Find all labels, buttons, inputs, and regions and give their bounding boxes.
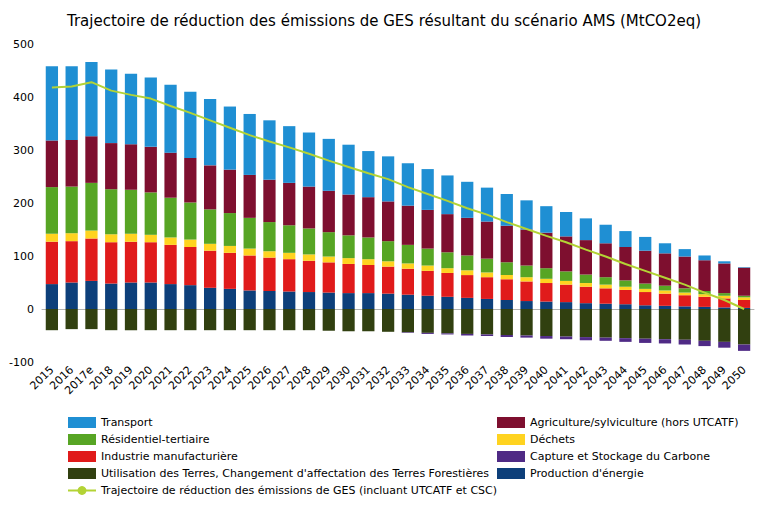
svg-text:2020: 2020 xyxy=(126,363,156,393)
svg-text:2050: 2050 xyxy=(720,363,749,392)
svg-text:2035: 2035 xyxy=(423,363,452,393)
svg-text:2041: 2041 xyxy=(541,363,571,393)
svg-text:Utilisation des Terres, Change: Utilisation des Terres, Changement d'aff… xyxy=(101,467,489,480)
svg-text:2047: 2047 xyxy=(660,363,690,393)
svg-text:Production d'énergie: Production d'énergie xyxy=(530,467,644,480)
svg-text:2024: 2024 xyxy=(205,363,235,393)
svg-text:2021: 2021 xyxy=(146,363,176,393)
svg-text:Transport: Transport xyxy=(100,416,153,429)
svg-text:2025: 2025 xyxy=(225,363,255,393)
svg-text:Trajectoire de réduction des é: Trajectoire de réduction des émissions d… xyxy=(66,12,701,30)
svg-text:2043: 2043 xyxy=(581,363,611,393)
svg-text:2045: 2045 xyxy=(620,363,650,393)
svg-text:2029: 2029 xyxy=(304,363,334,393)
svg-text:Déchets: Déchets xyxy=(530,433,575,446)
svg-text:0: 0 xyxy=(27,303,34,316)
svg-text:200: 200 xyxy=(13,197,34,210)
svg-text:400: 400 xyxy=(13,91,34,104)
svg-text:2032: 2032 xyxy=(363,363,393,393)
svg-text:2046: 2046 xyxy=(640,363,670,393)
svg-text:Agriculture/sylviculture (hors: Agriculture/sylviculture (hors UTCATF) xyxy=(530,416,739,429)
svg-text:Capture et Stockage du Carbone: Capture et Stockage du Carbone xyxy=(530,450,710,463)
svg-text:2017e: 2017e xyxy=(62,363,96,398)
svg-text:2015: 2015 xyxy=(27,363,57,393)
svg-text:2040: 2040 xyxy=(522,363,551,393)
svg-text:2028: 2028 xyxy=(284,363,314,393)
svg-text:2048: 2048 xyxy=(680,363,710,393)
svg-text:2037: 2037 xyxy=(462,363,492,393)
svg-text:500: 500 xyxy=(13,38,34,51)
svg-text:2038: 2038 xyxy=(482,363,512,393)
svg-text:2026: 2026 xyxy=(245,363,274,393)
svg-text:2049: 2049 xyxy=(700,363,729,393)
svg-text:2031: 2031 xyxy=(344,363,373,393)
svg-text:2022: 2022 xyxy=(166,363,195,393)
svg-text:300: 300 xyxy=(13,144,34,157)
svg-text:2044: 2044 xyxy=(601,363,630,393)
svg-text:2042: 2042 xyxy=(561,363,591,393)
svg-text:2018: 2018 xyxy=(86,363,116,393)
svg-text:2033: 2033 xyxy=(383,363,413,393)
svg-text:-100: -100 xyxy=(9,356,34,369)
svg-text:2034: 2034 xyxy=(403,363,433,393)
svg-text:Résidentiel-tertiaire: Résidentiel-tertiaire xyxy=(101,433,210,446)
svg-text:2039: 2039 xyxy=(502,363,532,393)
svg-text:2016: 2016 xyxy=(47,363,77,393)
svg-text:2019: 2019 xyxy=(106,363,136,393)
svg-text:2030: 2030 xyxy=(324,363,354,393)
svg-text:2023: 2023 xyxy=(185,363,215,393)
svg-text:100: 100 xyxy=(13,250,34,263)
svg-text:2036: 2036 xyxy=(442,363,472,393)
svg-text:2027: 2027 xyxy=(264,363,294,393)
svg-text:Trajectoire de réduction des é: Trajectoire de réduction des émissions d… xyxy=(100,484,497,497)
svg-text:Industrie manufacturière: Industrie manufacturière xyxy=(101,450,238,463)
